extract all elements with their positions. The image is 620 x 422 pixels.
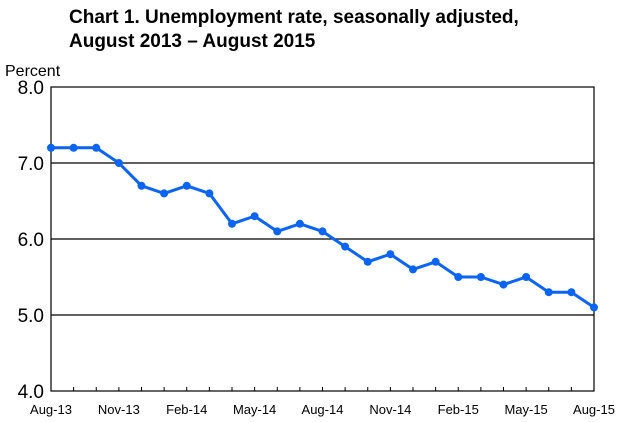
data-point (431, 257, 440, 266)
data-point (273, 227, 282, 236)
data-point (114, 159, 123, 167)
x-tick-label: Aug-14 (302, 402, 344, 417)
data-point (137, 181, 146, 190)
data-point (363, 257, 372, 266)
data-point (409, 265, 417, 274)
chart-title: Chart 1. Unemployment rate, seasonally a… (69, 6, 519, 54)
y-tick-label: 6.0 (18, 230, 44, 251)
x-tick-label: Nov-13 (98, 402, 140, 417)
y-tick-label: 8.0 (18, 78, 44, 99)
data-point (544, 288, 553, 297)
data-point (341, 242, 350, 251)
x-tick-label: May-15 (504, 402, 547, 417)
data-point (92, 143, 101, 152)
data-point (567, 288, 576, 297)
data-point (250, 212, 259, 221)
data-point (295, 219, 304, 228)
x-tick-label: Nov-14 (369, 402, 411, 417)
data-point (476, 273, 485, 281)
x-tick-label: Aug-13 (30, 402, 72, 417)
data-point (160, 189, 169, 198)
data-point (318, 227, 327, 236)
x-tick-label: May-14 (233, 402, 276, 417)
y-axis-label: Percent (5, 63, 61, 80)
x-tick-label: Feb-14 (166, 402, 207, 417)
x-tick-label: Feb-15 (438, 402, 479, 417)
data-point (205, 189, 214, 198)
data-point (590, 303, 598, 312)
data-point (386, 250, 395, 259)
data-point (499, 280, 508, 289)
data-point (182, 181, 191, 190)
y-tick-label: 4.0 (18, 382, 44, 403)
data-point (69, 143, 78, 152)
y-tick-label: 5.0 (18, 306, 44, 327)
x-tick-label: Aug-15 (573, 402, 615, 417)
data-point (454, 273, 463, 281)
chart-title-line2: August 2013 – August 2015 (69, 31, 316, 52)
data-point (228, 219, 236, 228)
chart-title-line1: Chart 1. Unemployment rate, seasonally a… (69, 7, 519, 28)
data-point (522, 273, 531, 281)
y-tick-label: 7.0 (18, 154, 44, 175)
data-point (47, 143, 55, 152)
